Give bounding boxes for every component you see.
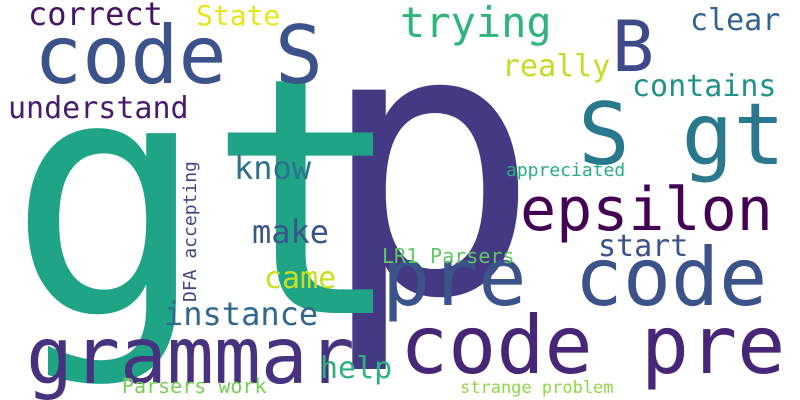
word-strange-problem: strange problem [460, 378, 614, 398]
word-state: State [196, 0, 281, 32]
word-pre-code-1: pre code [382, 231, 768, 324]
word-b: B [612, 6, 655, 88]
word-lr1-parsers: LR1 Parsers [382, 244, 515, 268]
word-help: help [320, 351, 393, 386]
word-code-pre: code pre [400, 299, 786, 392]
word-p: p [318, 0, 541, 380]
word-dfa-accepting: DFA accepting [180, 161, 201, 302]
word-gt-large: gt [8, 7, 406, 391]
word-know: know [234, 149, 312, 187]
word-start: start [598, 229, 689, 264]
word-make: make [252, 213, 330, 251]
word-instance: instance [164, 295, 319, 333]
word-contains: contains [632, 69, 777, 104]
word-parsers-work: Parsers work [122, 374, 267, 398]
word-appreciated: appreciated [506, 160, 626, 181]
word-s-gt: S gt [578, 85, 786, 185]
word-correct: correct [28, 0, 163, 33]
word-understand: understand [8, 91, 189, 126]
word-code-s: code S [34, 9, 323, 102]
word-grammar: grammar [26, 312, 355, 400]
word-really: really [502, 49, 611, 84]
word-epsilon: epsilon [520, 175, 773, 245]
word-trying: trying [400, 0, 552, 47]
word-clear: clear [690, 3, 781, 38]
word-came: came [264, 261, 337, 296]
